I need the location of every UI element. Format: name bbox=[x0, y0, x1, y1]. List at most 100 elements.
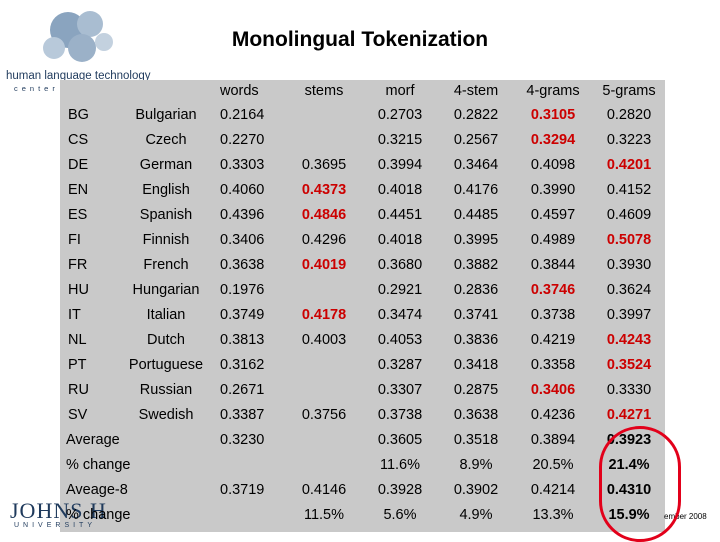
row-code: CS bbox=[68, 131, 89, 148]
summary-morf: 0.3605 bbox=[377, 431, 423, 448]
cell-stems: 0.4296 bbox=[301, 231, 347, 248]
cell-stems: 0.4003 bbox=[301, 331, 347, 348]
cell-stem4: 0.3418 bbox=[453, 356, 499, 373]
university-logo: JOHNS H bbox=[10, 498, 107, 523]
table-row: IT Italian 0.3749 0.4178 0.3474 0.3741 0.3738 0… bbox=[60, 302, 664, 327]
row-code: PT bbox=[68, 356, 87, 373]
cell-words: 0.3749 bbox=[220, 306, 265, 323]
table-row: NL Dutch 0.3813 0.4003 0.4053 0.3836 0.4219 0.4… bbox=[60, 327, 664, 352]
logo-circles-icon bbox=[43, 11, 113, 62]
summary-g4: 0.3894 bbox=[530, 431, 576, 448]
cell-g4: 0.3406 bbox=[530, 381, 576, 398]
row-code: RU bbox=[68, 381, 89, 398]
cell-stem4: 0.3836 bbox=[453, 331, 499, 348]
cell-stems: 0.4846 bbox=[301, 206, 347, 223]
cell-stems bbox=[288, 352, 360, 377]
table-row: ES Spanish 0.4396 0.4846 0.4451 0.4485 0.4597 0… bbox=[60, 202, 664, 227]
table-row: SV Swedish 0.3387 0.3756 0.3738 0.3638 0.4236 0… bbox=[60, 402, 664, 427]
cell-words: 0.3303 bbox=[220, 156, 265, 173]
cell-morf: 0.4451 bbox=[377, 206, 423, 223]
row-language: German bbox=[139, 156, 193, 173]
summary-words: 0.3230 bbox=[220, 431, 265, 448]
cell-stem4: 0.3995 bbox=[453, 231, 499, 248]
cell-morf: 0.3994 bbox=[377, 156, 423, 173]
header-language bbox=[126, 80, 206, 102]
cell-g4: 0.3990 bbox=[530, 181, 576, 198]
summary-g5: 0.4310 bbox=[606, 481, 652, 498]
summary-morf: 5.6% bbox=[383, 506, 417, 523]
cell-words: 0.3387 bbox=[220, 406, 265, 423]
cell-words: 0.3406 bbox=[220, 231, 265, 248]
row-code: EN bbox=[68, 181, 89, 198]
footer-date: ember 2008 bbox=[664, 512, 707, 521]
header-4-grams: 4-grams bbox=[526, 83, 580, 99]
header-morf: morf bbox=[385, 83, 415, 99]
logo-text: human language technology bbox=[6, 70, 151, 82]
row-language: Italian bbox=[146, 306, 186, 323]
summary-words: 0.3719 bbox=[220, 481, 265, 498]
summary-morf: 11.6% bbox=[379, 456, 421, 473]
row-code: BG bbox=[68, 106, 89, 123]
summary-stem4: 4.9% bbox=[459, 506, 493, 523]
cell-morf: 0.4018 bbox=[377, 231, 423, 248]
table-row: FI Finnish 0.3406 0.4296 0.4018 0.3995 0.4989 0… bbox=[60, 227, 664, 252]
summary-g4: 0.4214 bbox=[530, 481, 576, 498]
cell-g5: 0.3624 bbox=[606, 281, 652, 298]
cell-g4: 0.4989 bbox=[530, 231, 576, 248]
table-row: CS Czech 0.2270 0.3215 0.2567 0.3294 0.3223 bbox=[60, 127, 664, 152]
highlight-ring bbox=[599, 426, 681, 542]
row-language: Hungarian bbox=[132, 281, 200, 298]
row-language: Swedish bbox=[138, 406, 194, 423]
cell-stems bbox=[288, 377, 360, 402]
cell-stems: 0.4019 bbox=[301, 256, 347, 273]
cell-stem4: 0.3638 bbox=[453, 406, 499, 423]
row-code: IT bbox=[68, 306, 81, 323]
cell-stems bbox=[288, 102, 360, 127]
slide-title: Monolingual Tokenization bbox=[231, 28, 489, 51]
cell-g4: 0.3844 bbox=[530, 256, 576, 273]
cell-words: 0.1976 bbox=[220, 281, 265, 298]
cell-stem4: 0.3741 bbox=[453, 306, 499, 323]
results-table: words stems morf 4-stem 4-grams 5-grams … bbox=[60, 80, 664, 527]
summary-row: % change 11.5% 5.6% 4.9% 13.3% 15.9% bbox=[60, 502, 664, 527]
cell-morf: 0.3307 bbox=[377, 381, 423, 398]
summary-label: Average bbox=[66, 431, 120, 448]
row-code: NL bbox=[68, 331, 87, 348]
row-language: Czech bbox=[145, 131, 187, 148]
table-body: BG Bulgarian 0.2164 0.2703 0.2822 0.3105 0.282… bbox=[60, 102, 664, 527]
cell-g5: 0.4271 bbox=[606, 406, 652, 423]
row-code: FR bbox=[68, 256, 88, 273]
cell-g5: 0.4201 bbox=[606, 156, 652, 173]
cell-g5: 0.3330 bbox=[606, 381, 652, 398]
cell-stem4: 0.2822 bbox=[453, 106, 499, 123]
header-4-stem: 4-stem bbox=[453, 83, 499, 99]
cell-g4: 0.3105 bbox=[530, 106, 576, 123]
row-code: DE bbox=[68, 156, 89, 173]
summary-stems: 0.4146 bbox=[301, 481, 347, 498]
table-row: RU Russian 0.2671 0.3307 0.2875 0.3406 0.3330 bbox=[60, 377, 664, 402]
cell-g4: 0.4219 bbox=[530, 331, 576, 348]
cell-stems: 0.3695 bbox=[301, 156, 347, 173]
cell-stems: 0.4373 bbox=[301, 181, 347, 198]
cell-g4: 0.3358 bbox=[530, 356, 576, 373]
cell-morf: 0.3215 bbox=[377, 131, 423, 148]
summary-stem4: 8.9% bbox=[459, 456, 493, 473]
row-language: French bbox=[143, 256, 189, 273]
summary-words bbox=[206, 502, 288, 527]
cell-stems bbox=[288, 127, 360, 152]
table-row: EN English 0.4060 0.4373 0.4018 0.4176 0.3990 0… bbox=[60, 177, 664, 202]
row-code: HU bbox=[68, 281, 89, 298]
table-header-row: words stems morf 4-stem 4-grams 5-grams bbox=[60, 80, 664, 102]
cell-g5: 0.3524 bbox=[606, 356, 652, 373]
summary-label: % change bbox=[66, 456, 131, 473]
summary-label: % change bbox=[66, 506, 131, 523]
university-logo-sub: UNIVERSITY bbox=[14, 522, 97, 529]
cell-morf: 0.3680 bbox=[377, 256, 423, 273]
cell-stem4: 0.2836 bbox=[453, 281, 499, 298]
table-row: PT Portuguese 0.3162 0.3287 0.3418 0.3358 0.35… bbox=[60, 352, 664, 377]
cell-words: 0.3162 bbox=[220, 356, 265, 373]
cell-stems: 0.4178 bbox=[301, 306, 347, 323]
summary-stems bbox=[288, 452, 360, 477]
row-language: Finnish bbox=[142, 231, 190, 248]
summary-g4: 13.3% bbox=[532, 506, 574, 523]
